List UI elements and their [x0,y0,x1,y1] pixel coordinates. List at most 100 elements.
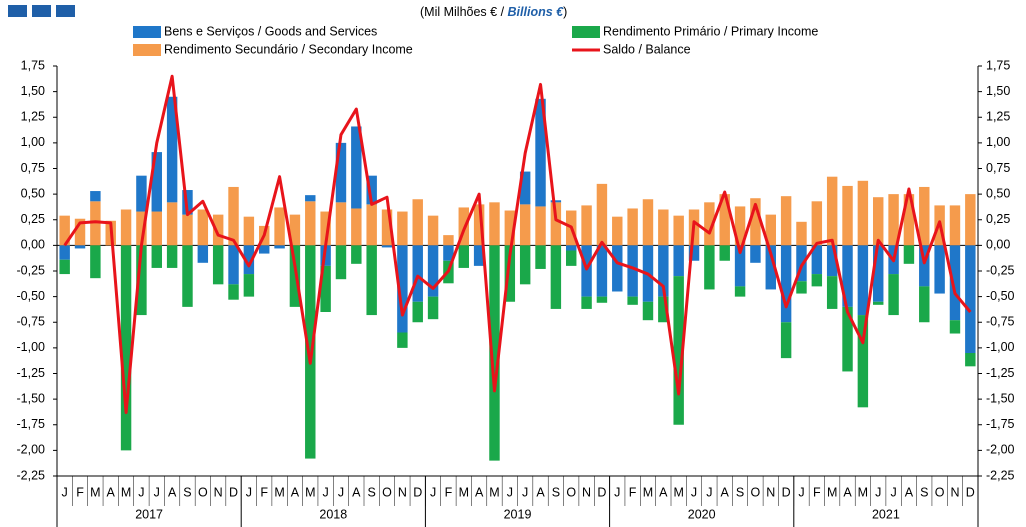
x-tick-label: O [751,485,761,499]
bar [412,199,423,246]
bar [519,245,531,285]
bar [919,286,930,323]
bar [673,276,684,425]
y2-tick-label: -0,75 [986,315,1015,329]
group-label: 2018 [319,507,347,521]
bar [166,96,178,203]
y-tick-label: -0,25 [17,263,46,277]
bar [842,185,853,246]
bar [658,209,669,246]
bar [857,245,869,316]
bar [919,186,930,246]
x-tick-label: M [858,485,868,499]
bar [796,221,807,246]
y-tick-label: -2,25 [17,468,46,482]
x-tick-label: A [107,485,116,499]
x-tick-label: O [935,485,945,499]
x-tick-label: S [183,485,191,499]
y-tick-label: 0,50 [21,186,45,200]
bar [259,245,270,254]
bar [228,284,239,300]
x-tick-label: N [766,485,775,499]
bar [335,142,347,203]
bar [857,315,869,408]
bar [243,245,255,275]
x-tick-label: O [198,485,208,499]
bar [59,215,70,246]
y-tick-label: -1,00 [17,340,46,354]
bar [811,274,823,287]
x-tick-label: J [522,485,528,499]
bar [581,245,592,297]
y2-tick-label: 0,75 [986,161,1010,175]
bar [136,245,147,316]
x-tick-label: O [382,485,392,499]
legend-label: Bens e Serviços / Goods and Services [164,24,377,38]
bar [888,274,899,316]
x-tick-label: J [246,485,252,499]
y2-tick-label: -2,25 [986,468,1015,482]
bar [366,245,377,316]
chart-title: (Mil Milhões € / Billions €) [420,5,567,19]
bar [949,320,961,334]
bar [519,171,531,205]
bar [596,296,608,303]
bar [581,296,592,309]
x-tick-label: J [890,485,896,499]
x-tick-label: N [398,485,407,499]
x-tick-label: S [920,485,928,499]
y2-tick-label: -1,00 [986,340,1015,354]
y2-tick-label: 1,00 [986,135,1010,149]
legend-label: Rendimento Primário / Primary Income [603,24,818,38]
title-end: ) [563,5,567,19]
bar [719,245,730,261]
bar [658,245,669,297]
bar [305,195,316,202]
bar [535,245,546,269]
bar [627,245,638,297]
bar [888,194,899,246]
x-tick-label: S [552,485,560,499]
x-tick-label: A [905,485,914,499]
x-tick-label: F [445,485,453,499]
bar [489,202,500,246]
x-tick-label: S [736,485,744,499]
bar [289,214,301,246]
y-tick-label: -0,50 [17,289,46,303]
bar [243,274,255,297]
x-tick-label: J [138,485,144,499]
bar [796,281,807,294]
bar [750,245,761,263]
bar [90,191,101,202]
y-tick-label: 1,50 [21,84,45,98]
bar [366,175,377,205]
y-tick-label: -2,00 [17,443,46,457]
bar [596,183,608,246]
bar [811,245,823,275]
bar [443,235,454,246]
bar [151,152,162,212]
bar [351,245,362,264]
y2-tick-label: -1,25 [986,366,1015,380]
y2-tick-label: 0,50 [986,186,1010,200]
bar [305,201,316,246]
y2-tick-label: 1,25 [986,110,1010,124]
bar [274,245,285,249]
y2-tick-label: 1,50 [986,84,1010,98]
bar [228,245,239,285]
x-tick-label: D [782,485,791,499]
bar [320,265,331,312]
bar [811,201,823,246]
bar [765,214,776,246]
bar [473,245,485,266]
bar [550,202,562,246]
bar [351,208,362,246]
x-tick-label: A [536,485,545,499]
bar [473,204,485,246]
bar [780,322,792,359]
bar [151,211,162,246]
bar [688,245,700,261]
bar [519,204,531,246]
x-tick-label: A [352,485,361,499]
bar [166,245,178,268]
